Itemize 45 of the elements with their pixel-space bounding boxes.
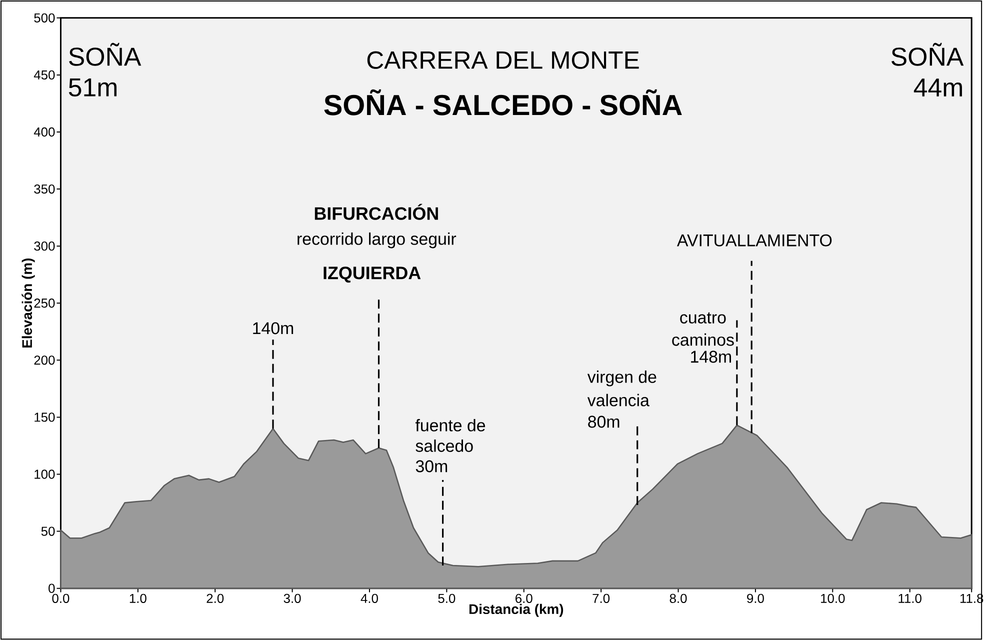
y-tick-label: 0 [48,584,55,593]
y-tick-label: 400 [34,127,55,137]
text: SOÑA - SALCEDO - SOÑA [324,89,682,116]
annotation: recorrido largo seguir [298,232,456,248]
annotation: 80m [588,416,620,428]
x-tick-label: 2.0 [206,594,224,603]
annotation: AVITUALLAMIENTO [676,234,832,246]
y-tick-label: 500 [34,13,55,22]
x-axis-title: Distancia (km) [469,604,564,617]
x-tick-label: 5.0 [438,594,456,603]
annotation: fuente de [415,418,486,432]
y-tick-label: 300 [34,241,55,251]
y-axis-title: Elevación (m) [22,258,35,348]
annotation: BIFURCACIÓN [314,204,438,220]
x-tick-label: 0.0 [52,594,70,603]
annotation: IZQUIERDA [324,266,421,283]
annotation: salcedo [416,439,473,452]
annotation: 30m [416,460,448,472]
annotation: valencia [587,394,650,406]
annotation: virgen de [587,370,656,386]
y-tick-label: 150 [34,412,55,422]
annotation: 140m [253,322,294,334]
annotation: SOÑA [69,42,142,66]
y-tick-label: 450 [34,70,55,80]
x-tick-label: 6.0 [516,594,532,603]
x-tick-label: 3.0 [284,594,301,603]
x-tick-label: 8.0 [670,594,687,603]
y-tick-label: 100 [34,470,55,479]
x-tick-label: 9.0 [747,594,764,603]
y-tick-label: 250 [34,298,55,308]
y-tick-label: 350 [34,184,55,194]
annotation: cuatro [680,312,726,324]
x-tick-label: 1.0 [130,594,146,603]
annotation: 44m [914,78,962,96]
text: CARRERA DEL MONTE [367,51,639,69]
annotation: caminos [672,333,734,346]
y-tick-label: 200 [34,356,55,365]
y-tick-label: 50 [41,526,55,536]
annotation: 51m [68,78,117,96]
x-tick-label: 4.0 [360,594,378,603]
x-tick-label: 11.0 [898,594,922,603]
x-tick-label: 10.0 [821,594,845,603]
x-tick-label: 7.0 [592,594,610,603]
annotation: 148m [691,350,731,363]
annotation: SOÑA [892,42,964,66]
